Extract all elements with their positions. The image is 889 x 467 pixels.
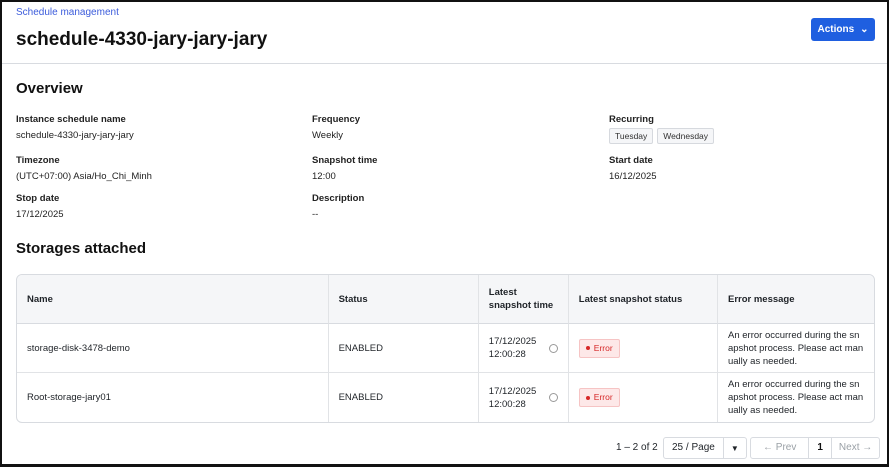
col-latest-snapshot-time: Latest snapshot time (478, 275, 569, 324)
time-value: 17/12/2025 12:00:28 (488, 385, 537, 410)
badge-label: Error (593, 392, 613, 402)
actions-label: Actions (817, 24, 855, 35)
col-name: Name (17, 275, 329, 324)
field-instance-schedule-name: Instance schedule name schedule-4330-jary… (16, 114, 134, 141)
field-timezone: Timezone (UTC+07:00) Asia/Ho_Chi_Minh (16, 155, 152, 182)
field-description: Description -- (312, 193, 364, 220)
chevron-down-icon: ⌄ (860, 24, 869, 35)
cell-snap-status: Error (568, 324, 718, 373)
cell-status: ENABLED (329, 373, 479, 422)
prev-button[interactable]: ← Prev (751, 438, 810, 458)
table-row: storage-disk-3478-demo ENABLED 17/12/202… (17, 324, 874, 373)
field-value: 17/12/2025 (16, 209, 64, 220)
tag-tuesday: Tuesday (609, 128, 654, 144)
col-status: Status (328, 275, 479, 324)
cell-snap-status: Error (569, 373, 718, 422)
field-value: 12:00 (312, 171, 336, 182)
col-latest-snapshot-status: Latest snapshot status (568, 275, 718, 324)
field-frequency: Frequency Weekly (312, 114, 360, 141)
field-label: Timezone (16, 155, 60, 166)
cell-time: 17/12/2025 12:00:28 (479, 373, 569, 422)
clock-icon (548, 393, 558, 402)
cell-name: storage-disk-3478-demo (17, 324, 329, 373)
field-snapshot-time: Snapshot time 12:00 (312, 155, 377, 182)
breadcrumb-schedule-management[interactable]: Schedule management (16, 7, 119, 18)
cell-error: An error occurred during the snapshot pr… (717, 324, 874, 373)
badge-label: Error (593, 342, 613, 353)
range-text: 1 – 2 of 2 (616, 442, 658, 453)
time-value: 17/12/2025 12:00:28 (488, 336, 537, 360)
error-dot-icon (585, 395, 590, 400)
field-recurring: Recurring Tuesday Wednesday (609, 114, 718, 144)
field-label: Start date (609, 155, 653, 166)
cell-name: Root-storage-jary01 (17, 373, 329, 422)
storages-heading: Storages attached (16, 240, 147, 257)
field-label: Frequency (312, 114, 361, 125)
cell-error: An error occurred during the snapshot pr… (727, 379, 864, 416)
overview-heading: Overview (16, 80, 83, 97)
field-label: Snapshot time (312, 155, 378, 166)
pagination-range: 1 – 2 of 2 (616, 437, 658, 459)
actions-button[interactable]: Actions ⌄ (811, 18, 875, 41)
table-header-row: Name Status Latest snapshot time Latest … (17, 275, 874, 324)
page-title: schedule-4330-jary-jary-jary (16, 29, 268, 50)
status-badge: Error (578, 388, 620, 407)
field-value: 16/12/2025 (609, 171, 657, 182)
error-dot-icon (585, 346, 590, 350)
field-label: Instance schedule name (16, 114, 126, 125)
cell-time: 17/12/2025 12:00:28 (478, 324, 569, 373)
col-error-message: Error message (717, 275, 874, 324)
tag-wednesday: Wednesday (657, 128, 715, 144)
page-size-value: 25 / Page (664, 438, 724, 458)
next-button[interactable]: Next → (838, 442, 873, 453)
clock-icon (548, 343, 558, 353)
status-badge: Error (578, 338, 620, 358)
field-label: Recurring (609, 114, 654, 125)
page-1-button[interactable]: 1 (809, 438, 832, 458)
divider (2, 63, 887, 64)
field-label: Description (312, 193, 365, 204)
caret-down-icon: ▼ (730, 443, 739, 453)
field-value: Weekly (312, 130, 343, 141)
pager: ← Prev 1 Next → (750, 437, 881, 459)
field-stop-date: Stop date 17/12/2025 (16, 193, 64, 220)
field-start-date: Start date 16/12/2025 (609, 155, 657, 182)
storages-table: Name Status Latest snapshot time Latest … (16, 274, 875, 423)
page-size-select[interactable]: 25 / Page ▼ (663, 437, 747, 459)
field-label: Stop date (16, 193, 60, 204)
field-value: -- (312, 209, 319, 220)
table-row: Root-storage-jary01 ENABLED 17/12/2025 1… (17, 373, 874, 422)
cell-status: ENABLED (328, 324, 479, 373)
field-value: (UTC+07:00) Asia/Ho_Chi_Minh (16, 171, 152, 182)
field-value: schedule-4330-jary-jary-jary (16, 130, 134, 141)
